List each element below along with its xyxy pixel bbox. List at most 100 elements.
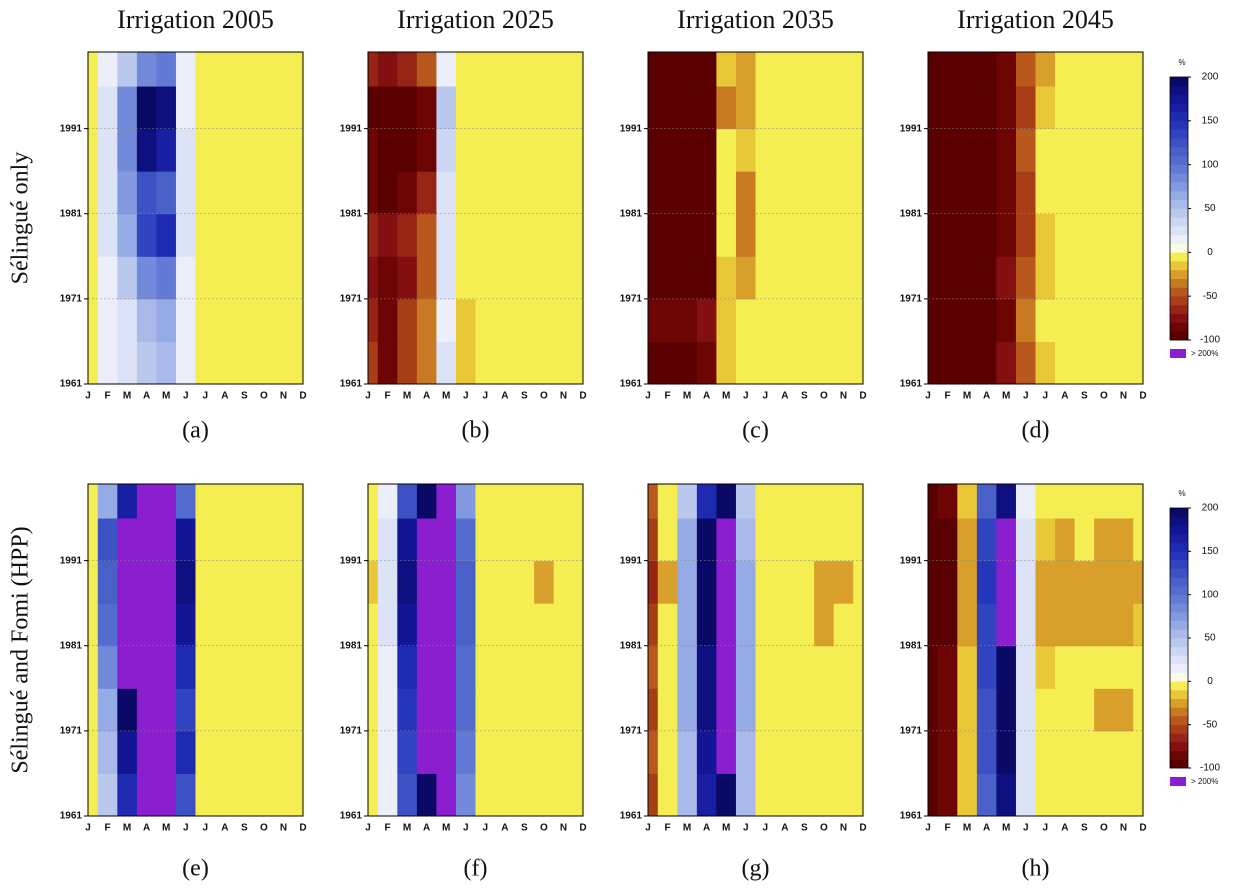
heat-cell [1133,341,1144,385]
heat-cell [976,645,997,689]
heat-cell [117,645,138,689]
heat-cell [254,213,275,257]
heat-cell [775,484,796,519]
heat-cell [273,518,294,562]
heat-cell [88,688,99,732]
heat-cell [195,128,216,172]
y-tick-label: 1961 [340,811,363,822]
heat-cell [775,213,796,257]
heat-cell [397,341,418,385]
x-tick-label: M [963,823,971,834]
heat-cell [928,730,939,774]
x-tick-label: F [104,391,110,402]
heat-cell [97,298,118,342]
colorbar-swatch [1170,278,1188,288]
heat-cell [175,603,196,647]
x-tick-label: S [241,823,248,834]
heat-cell [996,171,1017,215]
heat-cell [833,560,854,604]
heat-cell [775,171,796,215]
colorbar-tick-label: 150 [1202,546,1219,557]
heat-cell [853,688,864,732]
heat-cell [436,52,457,87]
heat-cell [648,341,659,385]
heat-cell [293,86,304,130]
heat-cell [755,560,776,604]
y-tick-label: 1971 [60,726,83,737]
heat-cell [677,603,698,647]
heat-cell [368,645,379,689]
colorbar-swatch [1170,147,1188,157]
heat-cell [648,52,659,87]
heat-cell [377,688,398,732]
heat-cell [234,645,255,689]
heat-cell [436,645,457,689]
x-tick-label: F [384,823,390,834]
heat-cell [534,645,555,689]
heat-cell [1055,645,1076,689]
colorbar-swatch [1170,304,1188,314]
heat-cell [794,645,815,689]
heat-cell [455,688,476,732]
x-tick-label: O [260,391,268,402]
heat-cell [215,645,236,689]
heat-cell [1113,560,1134,604]
heat-cell [573,603,584,647]
heat-cell [436,213,457,257]
colorbar-swatch [1170,138,1188,148]
heat-cell [1113,128,1134,172]
heat-cell [273,128,294,172]
heat-cell [273,645,294,689]
heat-cell [88,603,99,647]
heat-cell [368,171,379,215]
heat-cell [416,256,437,300]
heat-cell [293,256,304,300]
x-tick-label: S [1081,391,1088,402]
heat-cell [397,171,418,215]
heat-cell [234,484,255,519]
heat-cell [716,730,737,774]
heat-cell [377,171,398,215]
heat-cell [1113,256,1134,300]
heat-cell [397,52,418,87]
heat-cell [696,560,717,604]
heat-cell [996,341,1017,385]
heat-cell [1094,484,1115,519]
heat-cell [436,560,457,604]
heat-cell [1055,484,1076,519]
heat-cell [534,52,555,87]
y-tick-label: 1961 [620,811,643,822]
heat-cell [833,645,854,689]
heat-cell [136,52,157,87]
heat-cell [833,213,854,257]
heat-cell [514,603,535,647]
heat-cell [368,298,379,342]
heat-cell [853,256,864,300]
heat-cell [573,171,584,215]
heat-cell [377,128,398,172]
heat-cell [195,603,216,647]
colorbar-swatch [1170,296,1188,306]
heat-cell [1015,603,1036,647]
colorbar-swatch [1170,646,1188,656]
heat-cell [514,256,535,300]
heat-cell [495,52,516,87]
heat-cell [455,603,476,647]
heat-cell [416,86,437,130]
x-tick-label: J [1042,391,1048,402]
heat-cell [195,86,216,130]
heat-cell [957,171,978,215]
x-tick-label: M [403,823,411,834]
heat-cell [937,171,958,215]
colorbar-swatch [1170,698,1188,708]
heat-cell [293,298,304,342]
heat-cell [1035,688,1056,732]
heat-cell [416,645,437,689]
heat-cell [88,86,99,130]
x-tick-label: J [202,823,208,834]
heat-cell [514,484,535,519]
heat-cell [1015,86,1036,130]
heat-cell [996,52,1017,87]
panel-caption: (e) [182,856,209,882]
heat-cell [397,484,418,519]
